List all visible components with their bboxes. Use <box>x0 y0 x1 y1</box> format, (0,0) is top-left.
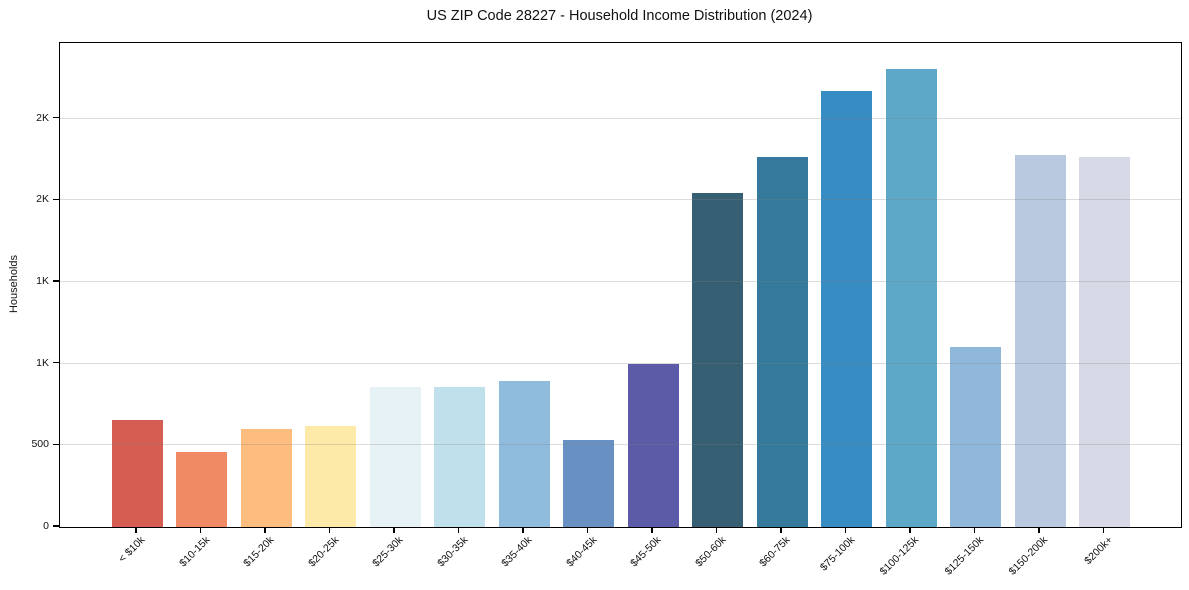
y-tick-label: 1K <box>36 356 49 369</box>
gridline <box>60 117 1181 119</box>
x-tick-label: $45-50k <box>628 534 664 570</box>
bar <box>240 429 292 527</box>
x-tick-label: $40-45k <box>563 534 599 570</box>
y-tick-label: 0 <box>43 520 49 532</box>
x-tick <box>1038 527 1040 533</box>
x-tick-label: $60-75k <box>757 534 793 570</box>
x-tick-label: $75-100k <box>817 534 857 574</box>
x-tick-label: $125-150k <box>942 534 986 578</box>
x-tick-label: $35-40k <box>499 534 535 570</box>
bar <box>305 425 356 527</box>
x-tick <box>328 527 331 533</box>
bar <box>1014 154 1066 527</box>
bar <box>1079 157 1130 527</box>
bar <box>692 192 743 527</box>
x-tick-label: $50-60k <box>692 534 728 570</box>
plot-area <box>59 42 1182 528</box>
y-tick <box>53 361 59 364</box>
y-tick-label: 500 <box>31 438 49 451</box>
y-tick <box>53 116 59 119</box>
bar <box>498 380 550 527</box>
y-tick <box>53 443 59 446</box>
x-tick <box>457 527 460 533</box>
x-tick-label: $15-20k <box>241 534 277 570</box>
x-tick <box>586 527 589 533</box>
x-tick <box>715 527 718 533</box>
bar <box>950 347 1001 527</box>
y-tick-label: 2K <box>36 111 49 124</box>
x-tick <box>199 527 202 533</box>
x-tick-label: $30-35k <box>434 534 470 570</box>
bar <box>627 364 679 527</box>
x-tick <box>973 527 976 533</box>
y-tick <box>53 198 59 201</box>
chart-title: US ZIP Code 28227 - Household Income Dis… <box>426 8 813 24</box>
x-tick-label: $100-125k <box>877 534 922 578</box>
bar <box>885 68 937 527</box>
bar <box>563 440 614 527</box>
y-tick <box>53 280 59 282</box>
x-tick <box>780 527 782 533</box>
gridline <box>60 280 1181 282</box>
x-tick-label: $150-200k <box>1006 534 1051 578</box>
bar <box>369 387 421 527</box>
y-tick-label: 2K <box>36 193 49 206</box>
x-tick-label: $25-30k <box>370 534 406 570</box>
bar <box>434 386 485 527</box>
y-tick <box>53 525 59 527</box>
x-tick <box>844 527 847 533</box>
bar <box>111 420 163 527</box>
gridline <box>60 444 1181 446</box>
x-tick-label: $10-15k <box>176 534 212 570</box>
bar <box>756 157 808 527</box>
x-tick-label: $200k+ <box>1081 534 1115 568</box>
x-tick <box>1102 527 1105 533</box>
bar <box>821 90 872 527</box>
x-tick <box>651 527 653 533</box>
x-tick <box>264 527 266 533</box>
x-tick-label: < $10k <box>116 534 148 565</box>
x-tick <box>909 527 911 533</box>
gridline <box>60 199 1181 201</box>
gridline <box>60 362 1181 364</box>
bar <box>176 451 227 527</box>
x-tick-label: $20-25k <box>305 534 341 570</box>
x-tick <box>522 527 524 533</box>
y-tick-label: 1K <box>36 274 49 287</box>
x-tick <box>393 527 395 533</box>
x-tick <box>135 527 137 533</box>
